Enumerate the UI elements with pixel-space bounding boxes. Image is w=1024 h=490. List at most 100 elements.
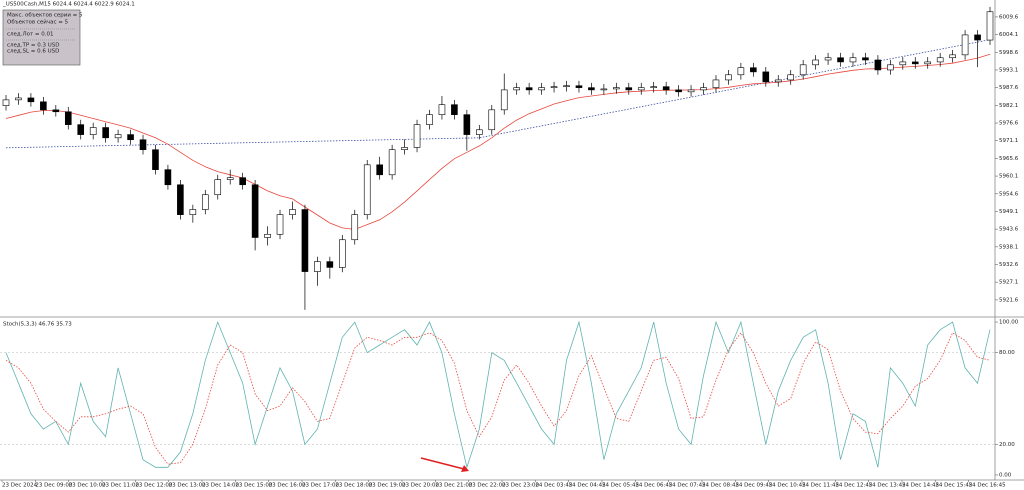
candle-body bbox=[924, 61, 932, 65]
candle-body bbox=[139, 139, 147, 151]
candle-body bbox=[662, 86, 670, 91]
candle-body bbox=[152, 149, 159, 170]
trendline bbox=[5, 39, 991, 149]
x-tick-label: 23 Dec 21:00 bbox=[435, 483, 472, 489]
candle-body bbox=[986, 11, 994, 41]
y-tick-label: 5965.6 bbox=[999, 156, 1019, 162]
x-tick-label: 24 Dec 07:45 bbox=[669, 483, 706, 489]
y-tick-label: 5987.6 bbox=[999, 85, 1019, 91]
x-tick-label: 23 Dec 18:00 bbox=[335, 483, 372, 489]
y-tick-label: 5949.1 bbox=[999, 209, 1018, 215]
candle-body bbox=[700, 87, 707, 91]
y-tick-label: 5921.6 bbox=[999, 297, 1019, 303]
candle-body bbox=[426, 114, 433, 125]
candle-body bbox=[401, 147, 408, 151]
x-tick-label: 23 Dec 14:00 bbox=[202, 483, 239, 489]
candle-body bbox=[513, 87, 520, 91]
y-tick-label: 100.00 bbox=[999, 320, 1019, 326]
x-tick-label: 23 Dec 20:00 bbox=[402, 483, 439, 489]
candle-body bbox=[961, 34, 969, 56]
x-tick-label: 23 Dec 11:00 bbox=[102, 483, 139, 489]
candle-body bbox=[787, 74, 795, 81]
info-box bbox=[2, 9, 81, 66]
candle-body bbox=[463, 114, 471, 135]
y-tick-label: 6004.1 bbox=[999, 32, 1018, 38]
candle-body bbox=[289, 209, 296, 215]
candle-body bbox=[563, 85, 570, 87]
x-tick-label: 23 Dec 16:00 bbox=[269, 483, 306, 489]
candle-body bbox=[413, 124, 421, 148]
candle-body bbox=[812, 59, 819, 66]
candle-body bbox=[189, 209, 197, 215]
candle-body bbox=[575, 85, 583, 88]
y-tick-label: 6009.6 bbox=[999, 14, 1019, 20]
x-tick-label: 24 Dec 09:45 bbox=[735, 483, 772, 489]
candle-body bbox=[936, 57, 944, 63]
candle-body bbox=[127, 134, 134, 141]
x-tick-label: 24 Dec 12:45 bbox=[835, 483, 872, 489]
candle-body bbox=[824, 57, 832, 61]
y-tick-label: 5943.6 bbox=[999, 227, 1019, 233]
candle-body bbox=[201, 194, 209, 210]
x-tick-label: 23 Dec 09:00 bbox=[35, 483, 72, 489]
candle-body bbox=[251, 184, 259, 238]
candle-body bbox=[102, 127, 109, 139]
moving-average bbox=[5, 53, 991, 230]
x-tick-label: 24 Dec 13:45 bbox=[869, 483, 906, 489]
candle-body bbox=[725, 74, 732, 81]
candle-body bbox=[687, 89, 695, 93]
candle-body bbox=[177, 184, 184, 215]
candle-body bbox=[911, 61, 919, 65]
x-tick-label: 23 Dec 23:00 bbox=[502, 483, 539, 489]
candle-body bbox=[625, 87, 633, 91]
y-tick-label: 5976.6 bbox=[999, 121, 1019, 127]
candle-body bbox=[500, 89, 508, 111]
candle-body bbox=[588, 87, 595, 91]
x-tick-label: 23 Dec 10:00 bbox=[69, 483, 106, 489]
x-tick-label: 24 Dec 04:45 bbox=[569, 483, 606, 489]
y-tick-label: 5927.1 bbox=[999, 280, 1018, 286]
annotation-arrowhead bbox=[461, 465, 469, 472]
candle-body bbox=[40, 101, 47, 111]
x-tick-label: 23 Dec 12:00 bbox=[135, 483, 172, 489]
x-tick-label: 24 Dec 16:45 bbox=[969, 483, 1006, 489]
candle-body bbox=[314, 261, 321, 272]
candle-body bbox=[114, 134, 122, 139]
candle-body bbox=[214, 179, 222, 196]
candle-body bbox=[239, 177, 246, 186]
candle-body bbox=[476, 129, 483, 135]
candle-body bbox=[887, 64, 894, 71]
x-tick-label: 24 Dec 10:45 bbox=[769, 483, 806, 489]
candle-body bbox=[899, 61, 907, 66]
candle-body bbox=[264, 233, 271, 238]
y-tick-label: 5960.1 bbox=[999, 174, 1018, 180]
candle-body bbox=[326, 261, 334, 268]
candle-body bbox=[15, 97, 22, 101]
candle-body bbox=[799, 64, 807, 76]
candle-body bbox=[762, 71, 770, 83]
candle-body bbox=[451, 104, 458, 115]
y-tick-label: 80.00 bbox=[999, 350, 1015, 356]
candle-body bbox=[737, 67, 745, 76]
indicator-line bbox=[5, 320, 991, 469]
candle-body bbox=[750, 67, 757, 73]
candle-body bbox=[438, 104, 446, 115]
x-tick-label: 23 Dec 13:00 bbox=[169, 483, 206, 489]
candle-body bbox=[550, 86, 558, 88]
y-tick-label: 5998.6 bbox=[999, 50, 1019, 56]
annotation-arrow bbox=[420, 457, 465, 470]
info-line: Макс. объектов серии = 5 bbox=[7, 13, 83, 19]
candle-body bbox=[613, 87, 620, 90]
y-tick-label: 5993.1 bbox=[999, 67, 1018, 73]
candle-body bbox=[538, 87, 545, 91]
candle-body bbox=[351, 214, 359, 241]
x-tick-label: 24 Dec 15:45 bbox=[935, 483, 972, 489]
candle-body bbox=[77, 124, 85, 135]
x-tick-label: 23 Dec 22:00 bbox=[469, 483, 506, 489]
info-line: след.SL = 0.6 USD bbox=[7, 49, 59, 55]
x-tick-label: 24 Dec 08:45 bbox=[702, 483, 739, 489]
candle-body bbox=[949, 54, 956, 59]
